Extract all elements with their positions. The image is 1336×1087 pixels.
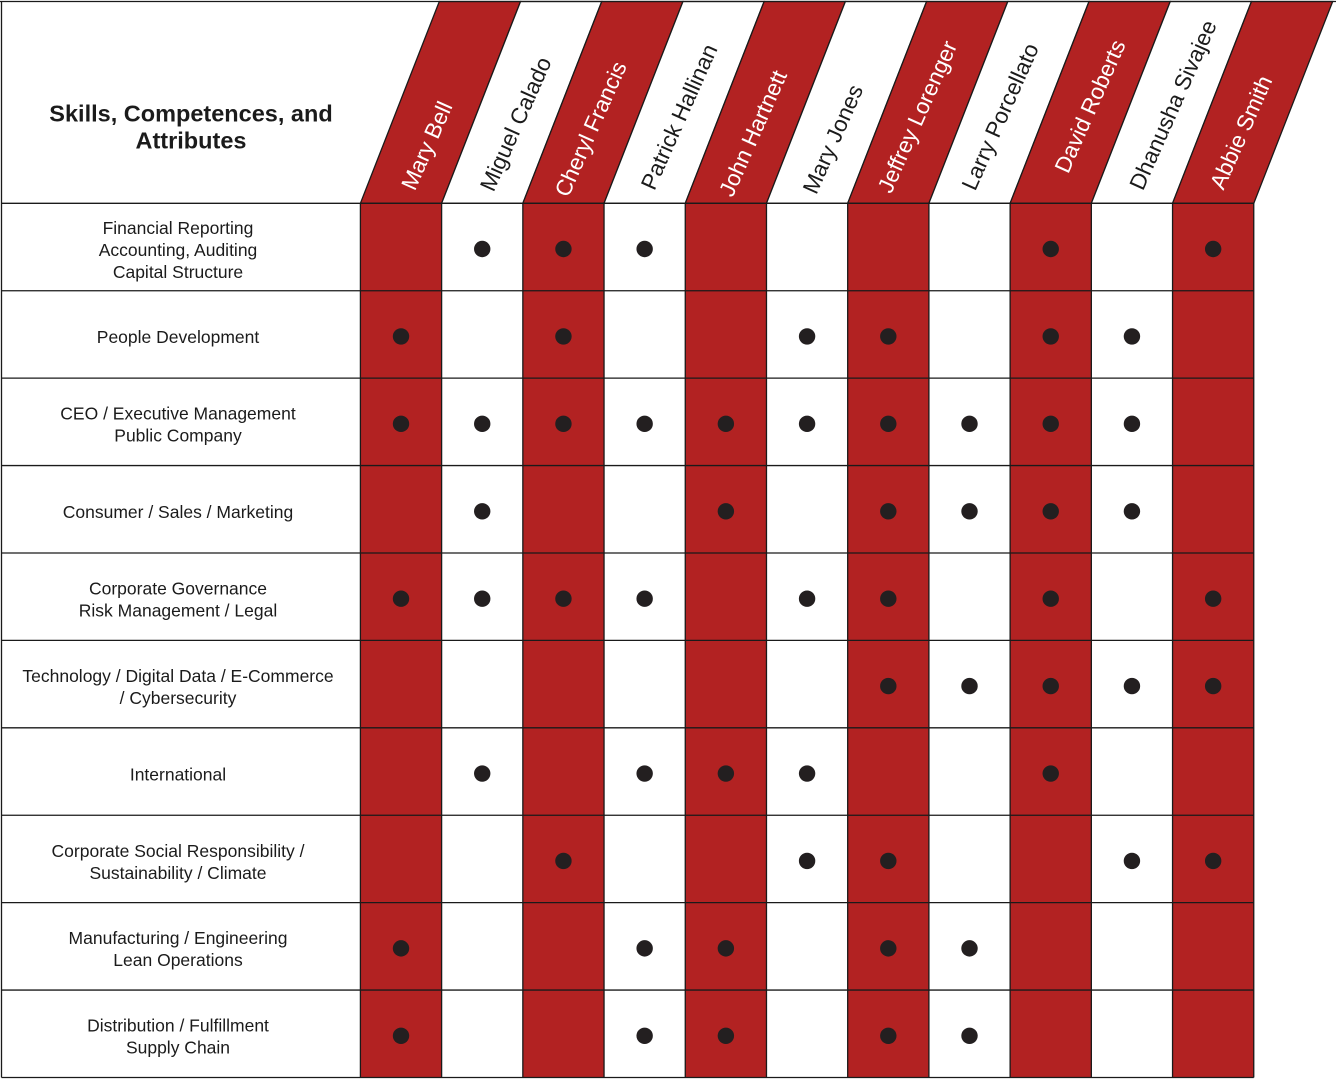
svg-text:Skills, Competences, and: Skills, Competences, and [49,100,332,126]
svg-text:Technology / Digital Data / E-: Technology / Digital Data / E-Commerce [22,666,333,686]
svg-text:Corporate Social Responsibilit: Corporate Social Responsibility / [52,841,305,861]
svg-text:Attributes: Attributes [136,127,247,153]
svg-text:Sustainability / Climate: Sustainability / Climate [89,863,266,883]
svg-text:Distribution / Fulfillment: Distribution / Fulfillment [87,1016,269,1036]
svg-text:Corporate Governance: Corporate Governance [89,578,267,598]
svg-text:Consumer / Sales / Marketing: Consumer / Sales / Marketing [63,502,294,522]
svg-text:People Development: People Development [97,327,260,347]
svg-text:Supply Chain: Supply Chain [126,1038,230,1058]
svg-text:Manufacturing / Engineering: Manufacturing / Engineering [69,928,288,948]
svg-text:Risk Management / Legal: Risk Management / Legal [79,600,277,620]
svg-text:Accounting, Auditing: Accounting, Auditing [99,240,258,260]
svg-text:Public Company: Public Company [114,426,242,446]
svg-text:Lean Operations: Lean Operations [113,950,243,970]
svg-text:Capital Structure: Capital Structure [113,262,243,282]
svg-text:International: International [130,764,226,784]
svg-text:CEO / Executive Management: CEO / Executive Management [60,404,296,424]
svg-text:/ Cybersecurity: / Cybersecurity [120,688,237,708]
svg-text:Financial Reporting: Financial Reporting [103,218,254,238]
